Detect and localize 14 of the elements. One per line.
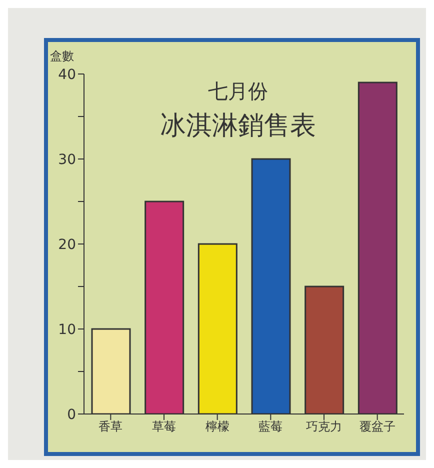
- x-tick-label: 草莓: [152, 420, 176, 434]
- y-tick-label: 0: [67, 406, 76, 423]
- y-axis-title: 盒數: [50, 48, 74, 65]
- y-tick-label: 10: [58, 322, 76, 338]
- x-tick-label: 藍莓: [258, 420, 283, 434]
- text: 冰淇淋銷售表: [159, 110, 317, 143]
- y-tick-label: 20: [58, 236, 76, 253]
- chart-title: 七月份: [207, 78, 269, 105]
- x-tick-label: 香草: [98, 420, 123, 434]
- x-tick-label: 覆盆子: [359, 420, 396, 434]
- x-tick-label: 檸檬: [205, 420, 230, 434]
- y-tick-label: 30: [58, 152, 76, 168]
- x-tick-label: 巧克力: [306, 420, 342, 434]
- y-tick-label: 40: [58, 66, 76, 83]
